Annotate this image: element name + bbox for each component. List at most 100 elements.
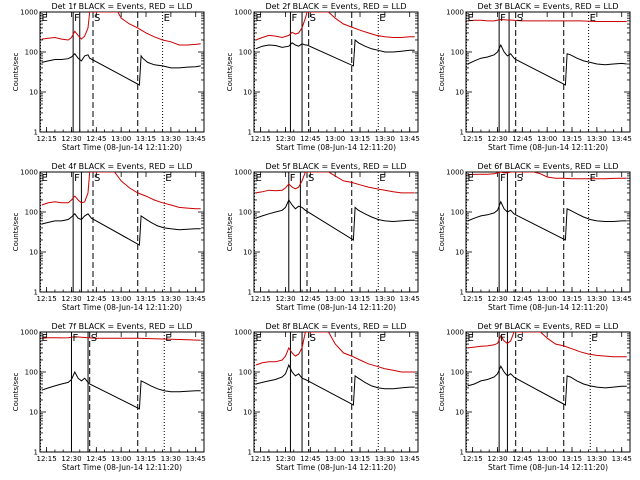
y-axis-label: Counts/sec [12, 53, 20, 92]
series-line-events [255, 198, 415, 241]
chart-title: Det 3f BLACK = Events, RED = LLD [477, 2, 618, 11]
interval-label: F [290, 173, 296, 184]
y-tick-label: 1 [34, 449, 38, 457]
x-tick-label: 13:00 [325, 455, 345, 463]
chart-panel-2: Det 2f BLACK = Events, RED = LLD 1 10 100 10… [226, 2, 420, 152]
plot-area [466, 172, 627, 292]
interval-label: E [468, 13, 474, 24]
y-tick-label: 100 [25, 209, 38, 217]
x-tick-label: 12:15 [251, 455, 271, 463]
y-tick-label: 1 [34, 289, 38, 297]
interval-label: E [379, 333, 385, 344]
x-tick-label: 12:45 [512, 295, 532, 303]
y-axis-label: Counts/sec [226, 373, 234, 412]
x-axis-label: Start Time (08-Jun-14 12:11:20) [488, 463, 608, 472]
plot-frame [465, 11, 631, 133]
y-tick-label: 1 [248, 129, 252, 137]
interval-label: E [256, 333, 262, 344]
interval-label: E [164, 13, 170, 24]
x-tick-label: 13:45 [400, 455, 420, 463]
interval-label: E [42, 333, 48, 344]
series-line-lld [467, 172, 627, 180]
series-line-lld [41, 12, 201, 46]
interval-label: F [500, 13, 506, 24]
x-tick-label: 12:30 [487, 295, 507, 303]
x-tick-label: 13:30 [587, 455, 607, 463]
chart-title: Det 8f BLACK = Events, RED = LLD [265, 322, 406, 331]
y-tick-label: 1 [248, 289, 252, 297]
y-tick-label: 10 [243, 249, 252, 257]
y-tick-label: 1000 [20, 169, 38, 177]
series-line-lld [255, 332, 415, 373]
x-tick-label: 13:30 [587, 295, 607, 303]
x-axis-label: Start Time (08-Jun-14 12:11:20) [488, 143, 608, 152]
chart-title: Det 5f BLACK = Events, RED = LLD [265, 162, 406, 171]
x-tick-label: 12:30 [275, 295, 295, 303]
x-tick-label: 13:15 [136, 135, 156, 143]
x-tick-label: 13:00 [325, 135, 345, 143]
interval-label: S [91, 333, 97, 344]
series-line-events [41, 370, 201, 410]
plot-area [466, 12, 627, 132]
y-axis-label: Counts/sec [12, 373, 20, 412]
chart-title: Det 4f BLACK = Events, RED = LLD [51, 162, 192, 171]
y-tick-label: 100 [451, 49, 464, 57]
x-tick-label: 13:15 [562, 295, 582, 303]
y-tick-label: 1 [248, 449, 252, 457]
series-line-events [467, 43, 627, 86]
plot-frame [465, 331, 631, 453]
x-axis-label: Start Time (08-Jun-14 12:11:20) [276, 463, 396, 472]
plot-frame [39, 171, 205, 293]
chart-title: Det 1f BLACK = Events, RED = LLD [51, 2, 192, 11]
x-tick-label: 13:15 [350, 455, 370, 463]
x-tick-label: 13:30 [375, 295, 395, 303]
x-tick-label: 13:15 [136, 455, 156, 463]
x-tick-label: 13:30 [161, 135, 181, 143]
interval-label: E [256, 173, 262, 184]
x-tick-label: 13:00 [111, 135, 131, 143]
interval-label: S [310, 13, 316, 24]
chart-title: Det 6f BLACK = Events, RED = LLD [477, 162, 618, 171]
x-tick-label: 12:30 [487, 455, 507, 463]
x-tick-label: 13:45 [186, 295, 206, 303]
y-tick-label: 100 [239, 369, 252, 377]
chart-panel-9: Det 9f BLACK = Events, RED = LLD 1 10 100 10… [438, 322, 632, 472]
interval-label: F [500, 333, 506, 344]
interval-label: E [591, 333, 597, 344]
chart-title: Det 9f BLACK = Events, RED = LLD [477, 322, 618, 331]
y-tick-label: 100 [451, 369, 464, 377]
x-tick-label: 13:15 [136, 295, 156, 303]
interval-label: E [165, 173, 171, 184]
y-axis-label: Counts/sec [226, 213, 234, 252]
x-tick-label: 12:45 [86, 455, 106, 463]
plot-area [466, 332, 627, 452]
y-tick-label: 1000 [234, 9, 252, 17]
chart-title: Det 2f BLACK = Events, RED = LLD [265, 2, 406, 11]
interval-label: S [94, 173, 100, 184]
x-tick-label: 13:30 [375, 135, 395, 143]
interval-label: F [74, 173, 80, 184]
x-tick-label: 13:00 [537, 295, 557, 303]
y-tick-label: 100 [25, 49, 38, 57]
y-tick-label: 1 [460, 449, 464, 457]
x-tick-label: 13:30 [375, 455, 395, 463]
x-tick-label: 12:15 [251, 135, 271, 143]
interval-label: E [256, 13, 262, 24]
interval-label: S [308, 173, 314, 184]
plot-frame [39, 11, 205, 133]
series-line-lld [467, 18, 627, 22]
x-tick-label: 13:30 [587, 135, 607, 143]
x-tick-label: 12:15 [463, 455, 483, 463]
series-line-lld [41, 336, 201, 341]
chart-panel-4: Det 4f BLACK = Events, RED = LLD 1 10 100 10… [12, 162, 206, 312]
series-line-events [255, 38, 415, 67]
plot-area [40, 332, 201, 452]
x-tick-label: 13:30 [161, 295, 181, 303]
series-line-lld [255, 172, 415, 194]
y-tick-label: 1000 [234, 169, 252, 177]
chart-panel-7: Det 7f BLACK = Events, RED = LLD 1 10 100 10… [12, 322, 206, 472]
chart-panel-3: Det 3f BLACK = Events, RED = LLD 1 10 100 10… [438, 2, 632, 152]
interval-label: S [94, 13, 100, 24]
y-tick-label: 1 [460, 129, 464, 137]
